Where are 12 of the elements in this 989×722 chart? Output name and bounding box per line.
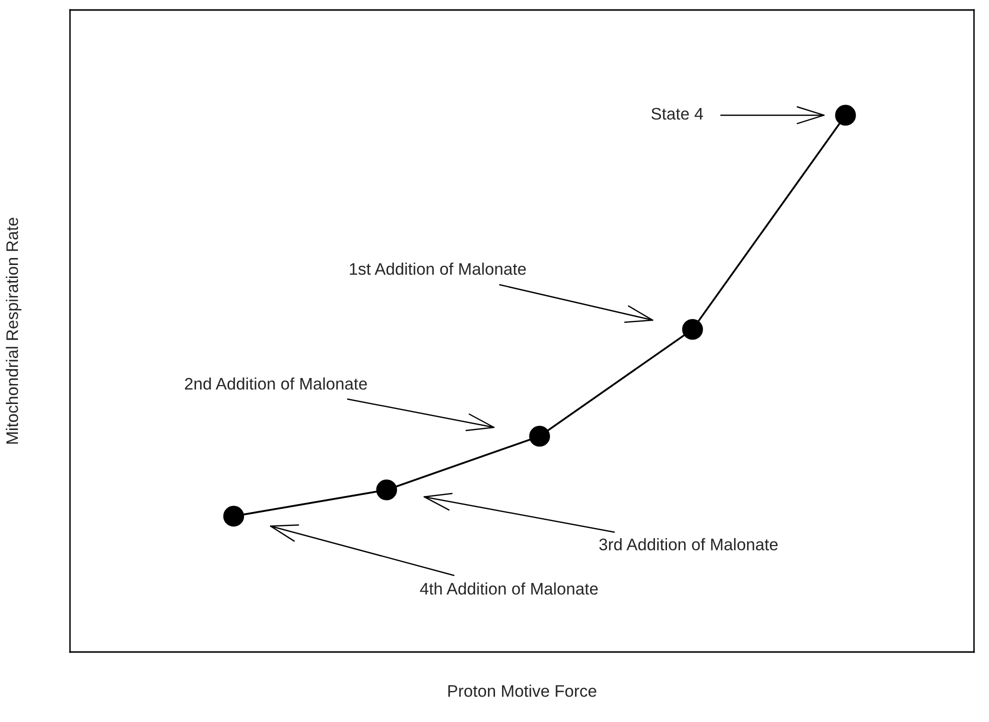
x-axis-title: Proton Motive Force (448, 684, 596, 697)
point (376, 479, 398, 500)
point (835, 104, 856, 126)
y-axis-title: Mitochondrial Respiration Rate (6, 218, 22, 444)
point (682, 318, 703, 340)
point (223, 506, 244, 527)
annotation: 1st Addition of Malonate (350, 262, 526, 275)
annotation: State 4 (651, 108, 704, 120)
annotation: 2nd Addition of Malonate (184, 377, 367, 390)
annotation: 4th Addition of Malonate (420, 582, 598, 595)
annotation: 3rd Addition of Malonate (599, 538, 778, 550)
point (529, 426, 550, 447)
